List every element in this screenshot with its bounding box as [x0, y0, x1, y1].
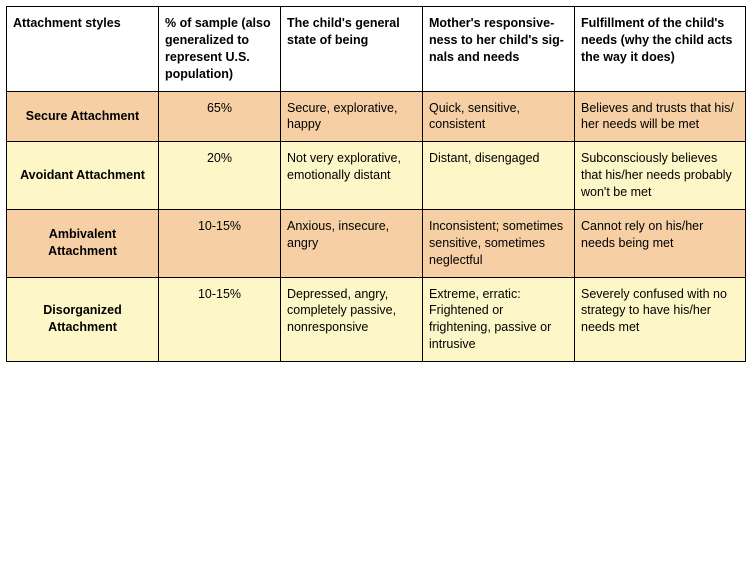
cell-fulfillment: Cannot rely on his/her needs being met — [575, 209, 746, 277]
cell-fulfillment: Believes and trusts that his/ her needs … — [575, 91, 746, 142]
table-row: Disorganized Attachment10-15%Depressed, … — [7, 277, 746, 362]
cell-state: Anxious, insecure, angry — [281, 209, 423, 277]
col-header-fulfillment: Fulfillment of the child's needs (why th… — [575, 7, 746, 92]
cell-style: Avoidant Attachment — [7, 142, 159, 210]
col-header-state: The child's general state of being — [281, 7, 423, 92]
col-header-style: Attachment styles — [7, 7, 159, 92]
cell-percent: 65% — [159, 91, 281, 142]
cell-fulfillment: Subconsciously believes that his/her nee… — [575, 142, 746, 210]
cell-state: Secure, explorative, happy — [281, 91, 423, 142]
cell-state: Depressed, angry, completely passive, no… — [281, 277, 423, 362]
cell-percent: 10-15% — [159, 277, 281, 362]
cell-percent: 20% — [159, 142, 281, 210]
cell-responsiveness: Quick, sensitive, consistent — [423, 91, 575, 142]
cell-style: Secure Attachment — [7, 91, 159, 142]
table-row: Secure Attachment65%Secure, explorative,… — [7, 91, 746, 142]
cell-percent: 10-15% — [159, 209, 281, 277]
cell-state: Not very explorative, emotionally distan… — [281, 142, 423, 210]
table-header: Attachment styles % of sam­ple (also gen… — [7, 7, 746, 92]
cell-style: Disorganized Attachment — [7, 277, 159, 362]
cell-responsiveness: Distant, disengaged — [423, 142, 575, 210]
cell-responsiveness: Extreme, erratic: Frightened or frighten… — [423, 277, 575, 362]
table-row: Ambivalent Attachment10-15%Anxious, inse… — [7, 209, 746, 277]
cell-responsiveness: Inconsistent; sometimes sensitive, somet… — [423, 209, 575, 277]
table-body: Secure Attachment65%Secure, explorative,… — [7, 91, 746, 362]
attachment-styles-table: Attachment styles % of sam­ple (also gen… — [6, 6, 746, 362]
cell-fulfillment: Severely con­fused with no strategy to h… — [575, 277, 746, 362]
col-header-percent: % of sam­ple (also general­ized to repre… — [159, 7, 281, 92]
cell-style: Ambivalent Attachment — [7, 209, 159, 277]
table-row: Avoidant Attachment20%Not very explorati… — [7, 142, 746, 210]
col-header-responsiveness: Mother's responsive­ness to her child's … — [423, 7, 575, 92]
